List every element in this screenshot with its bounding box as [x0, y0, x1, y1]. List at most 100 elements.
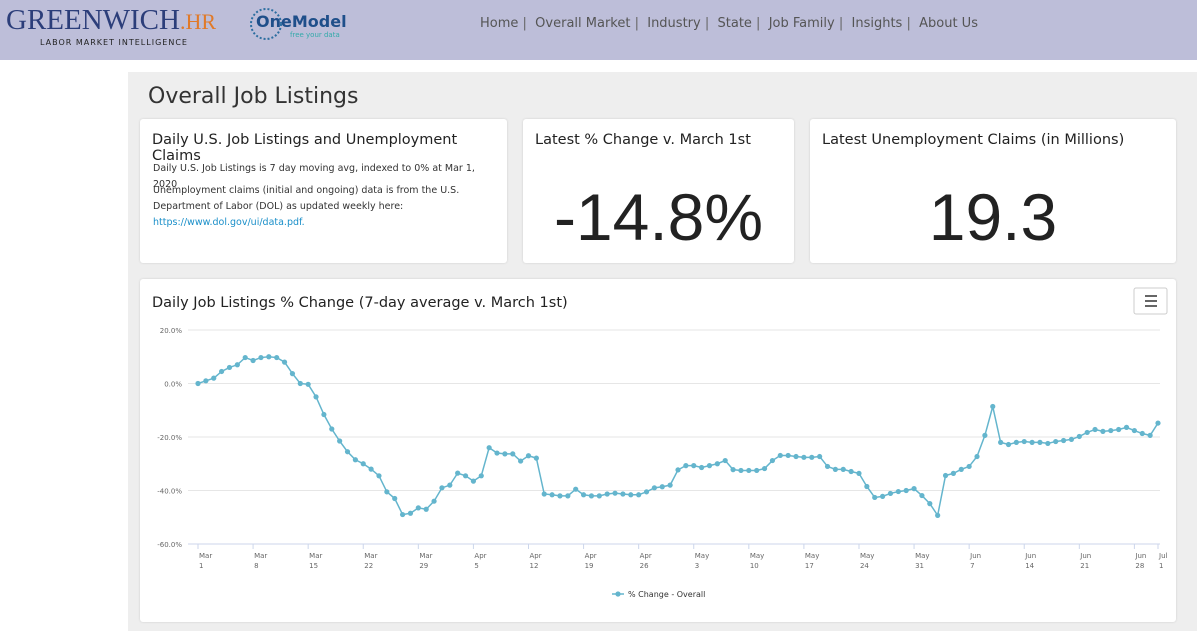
data-point: [392, 495, 398, 502]
tagline: LABOR MARKET INTELLIGENCE: [40, 38, 188, 47]
x-tick-label: May 24: [860, 552, 874, 570]
card-text-block: Unemployment claims (initial and ongoing…: [153, 183, 473, 231]
menu-button[interactable]: [1133, 287, 1168, 315]
data-point: [1147, 432, 1153, 438]
x-tick-label: Apr 5: [474, 552, 486, 570]
logo[interactable]: GREENWICH.HR: [6, 4, 216, 37]
data-point: [958, 466, 964, 472]
x-tick-label: May 17: [805, 552, 819, 570]
nav: Home | Overall Market | Industry | State…: [480, 16, 978, 31]
data-point: [337, 438, 343, 444]
logo-suffix: .HR: [179, 9, 217, 34]
data-point: [266, 354, 272, 360]
data-point: [887, 490, 894, 497]
x-tick-label: Apr 26: [640, 552, 652, 570]
data-point: [518, 458, 524, 464]
nav-link[interactable]: Overall Market: [535, 16, 631, 31]
data-point: [274, 354, 280, 361]
data-point: [683, 463, 689, 469]
nav-link[interactable]: Industry: [647, 16, 701, 31]
data-point: [746, 467, 752, 474]
data-point: [950, 470, 957, 476]
x-tick-label: Jul 1: [1158, 552, 1168, 570]
data-point: [549, 492, 555, 498]
nav-link[interactable]: About Us: [919, 16, 978, 31]
x-tick-label: Apr 19: [585, 552, 597, 570]
data-point: [699, 464, 705, 471]
change-card: Latest % Change v. March 1st -14.8%: [523, 119, 794, 263]
x-tick-label: Mar 1: [199, 552, 212, 570]
legend-label: % Change - Overall: [628, 590, 705, 599]
data-point: [1076, 433, 1082, 440]
data-point: [289, 371, 296, 377]
data-point: [691, 463, 697, 469]
data-point: [895, 488, 901, 495]
x-tick-label: May 10: [750, 552, 764, 570]
nav-link[interactable]: Home: [480, 16, 519, 31]
data-point: [1045, 440, 1051, 447]
data-point: [399, 511, 406, 518]
data-point: [612, 490, 618, 496]
data-point: [1053, 438, 1059, 445]
data-point: [573, 486, 579, 492]
data-point: [203, 378, 209, 384]
nav-separator: |: [834, 16, 852, 31]
data-point: [211, 375, 217, 381]
x-tick-label: May 3: [695, 552, 709, 570]
data-point: [494, 450, 500, 456]
card-text: Daily U.S. Job Listings is 7 day moving …: [153, 163, 475, 190]
data-point: [368, 466, 374, 472]
x-tick-label: Jun 28: [1134, 552, 1146, 570]
data-point: [297, 380, 303, 387]
data-point: [675, 467, 681, 473]
x-tick-label: Mar 8: [254, 552, 267, 570]
data-point: [462, 473, 469, 479]
data-point: [250, 357, 256, 364]
info-card: Daily U.S. Job Listings and Unemployment…: [140, 119, 507, 263]
x-tick-label: Jun 21: [1079, 552, 1091, 570]
x-tick-label: Apr 12: [529, 552, 541, 570]
data-point: [927, 501, 933, 507]
data-point: [848, 468, 854, 475]
data-point: [470, 478, 477, 484]
data-point: [486, 445, 492, 451]
nav-separator: |: [518, 16, 536, 31]
partner-logo: OneModel: [256, 12, 347, 31]
y-tick-label: -60.0%: [157, 541, 182, 549]
x-tick-label: Mar 22: [364, 552, 377, 570]
data-point: [840, 466, 846, 472]
data-point: [1123, 424, 1130, 430]
legend-marker: [615, 591, 621, 597]
data-point: [832, 466, 838, 472]
data-point: [580, 492, 587, 498]
x-tick-label: May 31: [915, 552, 929, 570]
data-point: [234, 362, 240, 368]
series-line: [197, 355, 1159, 518]
data-point: [305, 381, 311, 387]
data-point: [1131, 427, 1137, 434]
data-point: [942, 472, 949, 479]
partner-icon: [250, 8, 282, 40]
data-point: [447, 482, 453, 488]
nav-link[interactable]: Insights: [851, 16, 903, 31]
card-text: Unemployment claims (initial and ongoing…: [153, 185, 460, 212]
data-point: [761, 465, 768, 472]
data-point: [793, 453, 799, 460]
claims-card: Latest Unemployment Claims (in Millions)…: [810, 119, 1176, 263]
data-point: [604, 491, 610, 497]
nav-link[interactable]: State: [717, 16, 752, 31]
data-point: [226, 364, 233, 371]
data-point: [1108, 427, 1114, 434]
data-point: [376, 473, 382, 479]
data-point: [1155, 420, 1161, 426]
link[interactable]: https://www.dol.gov/ui/data.pdf.: [153, 217, 305, 228]
nav-link[interactable]: Job Family: [768, 16, 835, 31]
data-point: [754, 467, 760, 474]
data-point: [541, 491, 547, 497]
x-tick-label: Jun 7: [969, 552, 981, 570]
partner-tagline: free your data: [290, 31, 340, 39]
data-point: [872, 494, 878, 501]
data-point: [1005, 441, 1012, 448]
data-point: [1037, 439, 1043, 445]
